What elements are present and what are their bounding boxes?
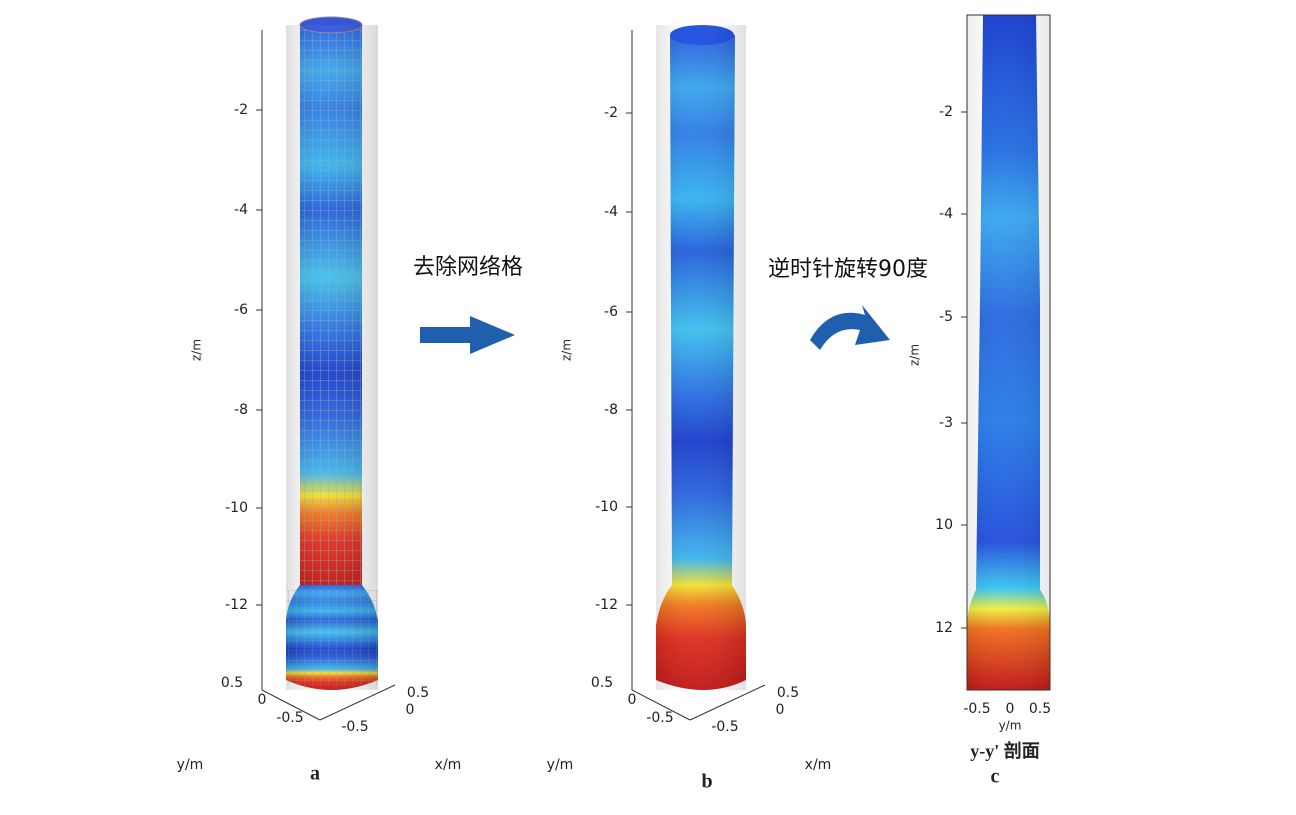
arrow-label: 逆时针旋转90度 xyxy=(768,257,928,282)
y-tick-label: -0.5 xyxy=(646,710,673,726)
axis-label: y/m xyxy=(547,757,574,773)
column-c xyxy=(967,15,1050,690)
caption: a xyxy=(310,763,320,785)
axes-c xyxy=(966,14,1051,691)
z-tick-label: -3 xyxy=(939,415,953,431)
axis-label: x/m xyxy=(805,757,832,773)
column-b xyxy=(656,25,746,690)
z-tick-label: -6 xyxy=(604,304,618,320)
x-tick-label: 0.5 xyxy=(777,685,799,701)
axis-label: z/m xyxy=(560,339,574,361)
axis-label: y/m xyxy=(177,757,204,773)
column-a xyxy=(286,16,378,690)
z-tick-label: 10 xyxy=(935,517,953,533)
x-tick-label: -0.5 xyxy=(711,719,738,735)
arrow-right xyxy=(420,316,515,354)
z-tick-label: -4 xyxy=(234,202,248,218)
z-tick-label: -12 xyxy=(225,597,248,613)
caption: b xyxy=(701,771,712,793)
y-tick-label: 0.5 xyxy=(591,675,613,691)
caption: c xyxy=(991,766,1000,788)
z-tick-label: -2 xyxy=(939,104,953,120)
z-tick-label: -4 xyxy=(604,204,618,220)
x-tick-label: -0.5 xyxy=(963,701,990,717)
axes-a xyxy=(261,30,396,721)
z-tick-label: -10 xyxy=(225,500,248,516)
x-tick-label: 0 xyxy=(1006,701,1015,717)
axis-label: z/m xyxy=(908,344,922,366)
z-tick-label: -8 xyxy=(234,402,248,418)
y-tick-label: 0 xyxy=(258,692,267,708)
z-tick-label: -2 xyxy=(234,102,248,118)
x-tick-label: 0 xyxy=(776,702,785,718)
axes-b xyxy=(631,30,766,721)
z-tick-label: -4 xyxy=(939,206,953,222)
axis-label: x/m xyxy=(435,757,462,773)
arrow-label: 去除网络格 xyxy=(413,255,523,280)
z-tick-label: -8 xyxy=(604,402,618,418)
axis-label: z/m xyxy=(190,339,204,361)
z-tick-label: -2 xyxy=(604,105,618,121)
y-tick-label: 0 xyxy=(628,692,637,708)
subtitle: y-y' 剖面 xyxy=(970,740,1040,761)
x-tick-label: -0.5 xyxy=(341,719,368,735)
y-tick-label: -0.5 xyxy=(276,710,303,726)
y-tick-label: 0.5 xyxy=(221,675,243,691)
z-tick-label: -6 xyxy=(234,302,248,318)
x-tick-label: 0.5 xyxy=(407,685,429,701)
arrow-curved xyxy=(810,305,890,350)
x-tick-label: 0 xyxy=(406,702,415,718)
z-tick-label: -12 xyxy=(595,597,618,613)
axis-label: y/m xyxy=(999,719,1022,733)
z-tick-label: -5 xyxy=(939,309,953,325)
x-tick-label: 0.5 xyxy=(1029,701,1051,717)
z-tick-label: -10 xyxy=(595,499,618,515)
z-tick-label: 12 xyxy=(935,620,953,636)
